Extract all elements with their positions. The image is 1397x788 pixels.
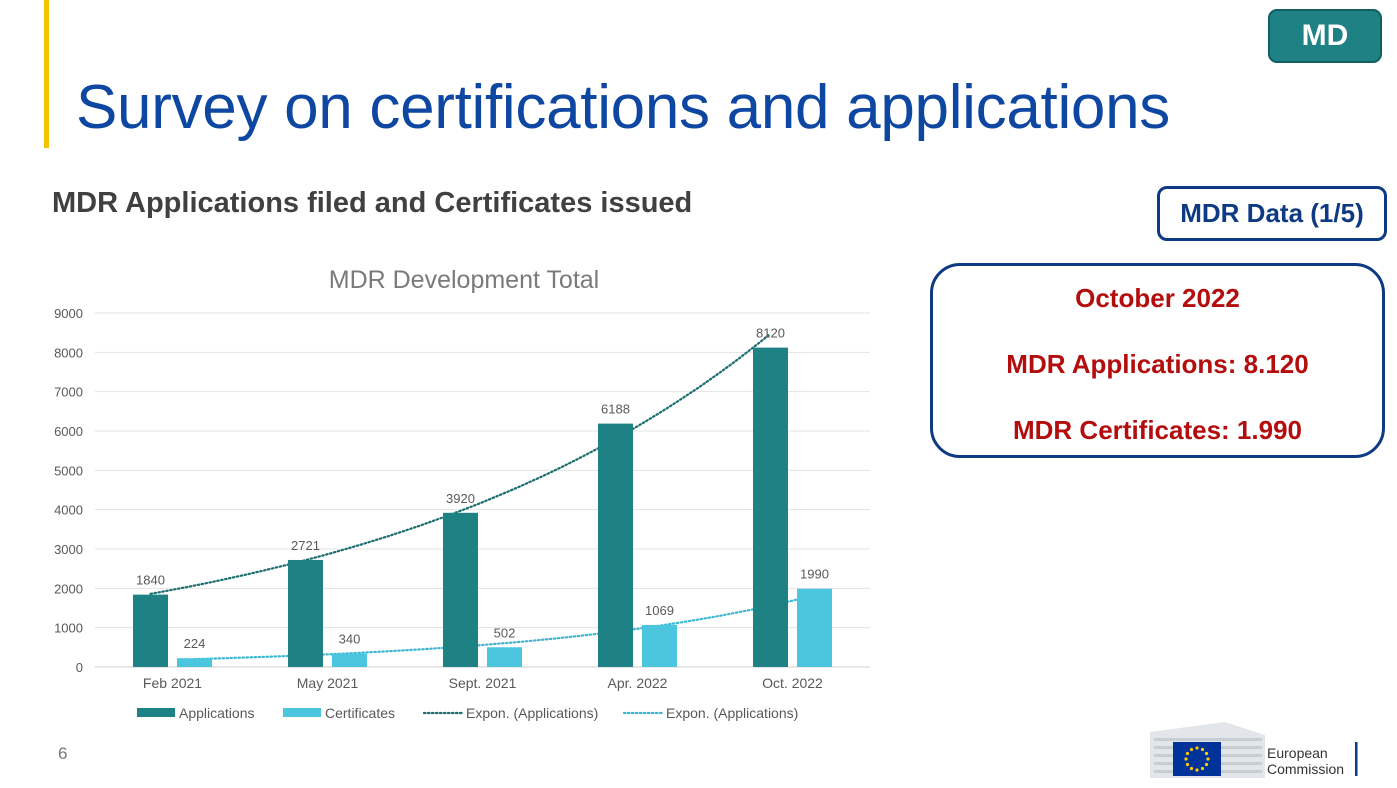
- mdr-data-label: MDR Data (1/5): [1157, 186, 1387, 241]
- legend-applications-swatch: [137, 708, 175, 717]
- eu-star: [1200, 747, 1205, 752]
- eu-star: [1195, 768, 1199, 772]
- y-tick-label: 2000: [54, 581, 83, 596]
- bar-applications: [598, 423, 633, 667]
- eu-star: [1185, 751, 1190, 756]
- bar-certificates: [487, 647, 522, 667]
- bar-certificates: [797, 588, 832, 667]
- bar-applications: [753, 347, 788, 667]
- y-tick-label: 9000: [54, 306, 83, 321]
- y-tick-label: 0: [76, 660, 83, 675]
- chart-title: MDR Development Total: [329, 266, 599, 294]
- logo-text-commission: Commission: [1267, 761, 1344, 777]
- y-tick-label: 4000: [54, 503, 83, 518]
- y-tick-label: 7000: [54, 385, 83, 400]
- bar-applications: [133, 594, 168, 667]
- eu-star: [1184, 757, 1188, 761]
- slide-subtitle: MDR Applications filed and Certificates …: [52, 187, 693, 219]
- x-tick-label: Apr. 2022: [608, 675, 668, 691]
- eu-flag-icon: [1173, 742, 1221, 776]
- x-tick-label: Sept. 2021: [449, 675, 517, 691]
- mdr-development-chart: MDR Development Total 1840 224 2721 340 3920…: [54, 266, 870, 721]
- trendline: [149, 332, 772, 595]
- legend-certificates: Certificates: [325, 705, 395, 721]
- bar-applications: [443, 512, 478, 667]
- summary-box: October 2022 MDR Applications: 8.120 MDR…: [930, 263, 1385, 458]
- legend-certificates-swatch: [283, 708, 321, 717]
- y-tick-label: 3000: [54, 542, 83, 557]
- eu-star: [1206, 757, 1210, 761]
- data-label: 502: [494, 625, 516, 640]
- md-badge: MD: [1268, 9, 1382, 63]
- x-tick-label: May 2021: [297, 675, 359, 691]
- legend-applications: Applications: [179, 705, 255, 721]
- summary-certificates: MDR Certificates: 1.990: [1013, 415, 1302, 445]
- slide-title: Survey on certifications and application…: [76, 73, 1170, 142]
- data-label: 1990: [800, 567, 829, 582]
- page-number: 6: [58, 744, 68, 763]
- logo-text-european: European: [1267, 745, 1328, 761]
- bar-certificates: [332, 653, 367, 667]
- y-tick-label: 8000: [54, 345, 83, 360]
- summary-heading: October 2022: [1075, 283, 1240, 313]
- data-label: 2721: [291, 538, 320, 553]
- summary-applications: MDR Applications: 8.120: [1006, 349, 1309, 379]
- data-label: 1069: [645, 603, 674, 618]
- x-tick-label: Feb 2021: [143, 675, 202, 691]
- title-accent-bar: [44, 0, 49, 148]
- bar-applications: [288, 559, 323, 667]
- eu-star: [1189, 747, 1194, 752]
- eu-star: [1185, 762, 1190, 767]
- data-label: 1840: [136, 573, 165, 588]
- bar-certificates: [642, 624, 677, 667]
- eu-star: [1204, 762, 1209, 767]
- eu-star: [1195, 746, 1199, 750]
- european-commission-logo: European Commission: [1150, 722, 1358, 778]
- eu-star: [1189, 766, 1194, 771]
- data-label: 224: [184, 636, 206, 651]
- legend-trend-applications: Expon. (Applications): [466, 705, 598, 721]
- data-label: 3920: [446, 491, 475, 506]
- data-label: 340: [339, 632, 361, 647]
- y-tick-label: 5000: [54, 463, 83, 478]
- y-tick-label: 6000: [54, 424, 83, 439]
- eu-star: [1200, 766, 1205, 771]
- legend-trend-certificates: Expon. (Applications): [666, 705, 798, 721]
- data-label: 8120: [756, 326, 785, 341]
- bar-certificates: [177, 658, 212, 667]
- x-tick-label: Oct. 2022: [762, 675, 823, 691]
- y-tick-label: 1000: [54, 621, 83, 636]
- data-label: 6188: [601, 402, 630, 417]
- eu-star: [1204, 751, 1209, 756]
